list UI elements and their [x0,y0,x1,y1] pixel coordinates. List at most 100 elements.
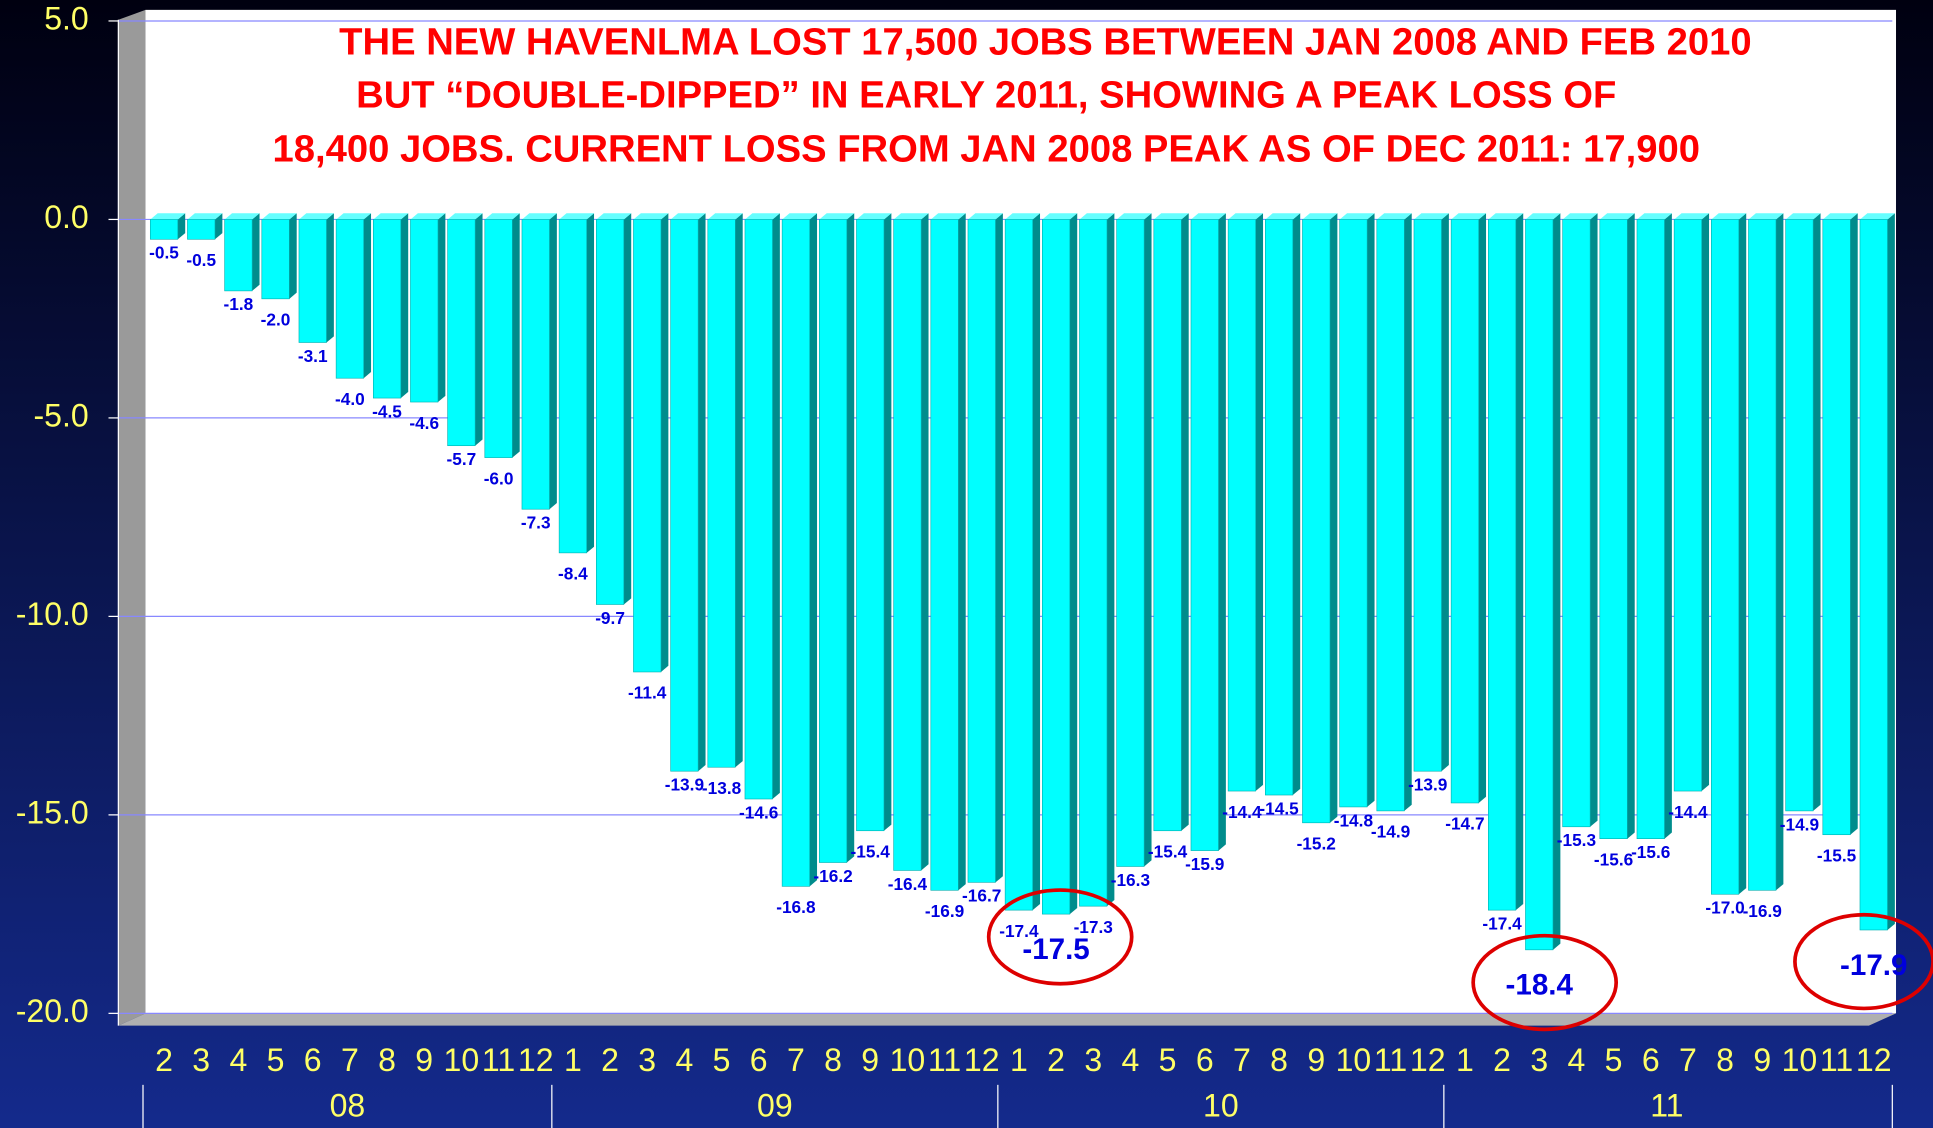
group-label: 11 [1650,1088,1683,1124]
bar [1525,219,1554,951]
value-label: -17.0 [1705,898,1744,918]
bar-side [1218,213,1226,851]
bar-side [809,213,818,887]
group-label: 08 [330,1088,366,1124]
x-tick-label: 11 [482,1042,515,1078]
value-label: -4.5 [372,401,402,421]
value-label: -2.0 [261,310,291,330]
value-label: -18.4 [1506,969,1574,1002]
bar-side [177,213,186,240]
highlight-circle [1471,933,1619,1032]
bar-top [1153,213,1189,220]
x-tick-label: 9 [861,1042,879,1078]
value-label: -15.9 [1185,854,1224,874]
x-tick-label: 8 [824,1042,842,1078]
bar [1339,219,1368,808]
x-tick-label: 5 [1605,1042,1623,1078]
bars [149,213,1895,951]
bar [1413,219,1442,772]
value-label: -15.3 [1557,830,1596,850]
value-label: -0.5 [149,243,179,263]
value-label: -14.8 [1334,810,1374,830]
bar [1302,219,1331,824]
value-label: -14.9 [1780,814,1819,834]
bar [447,219,476,447]
bar-top [1116,213,1152,220]
bar-side [1850,213,1858,835]
x-tick-label: 1 [564,1042,582,1078]
bar-top [1674,213,1710,220]
bar-side [1701,213,1710,792]
bar-side [735,213,743,768]
bar-top [1711,213,1747,220]
value-label: -3.1 [298,346,328,366]
x-tick-label: 9 [1753,1042,1771,1078]
value-label: -13.9 [1408,775,1447,795]
bar [818,219,848,863]
y-tick-label: -5.0 [34,397,89,433]
value-label: -7.3 [521,513,551,533]
bar-top [856,213,892,220]
bar-side [958,213,966,891]
x-tick-label: 12 [1410,1042,1446,1078]
value-label: -15.6 [1631,842,1670,862]
x-tick-label: 5 [713,1042,731,1078]
value-label: -6.0 [484,468,514,488]
bar [1004,219,1033,911]
bar-top [1748,213,1784,220]
x-tick-label: 5 [267,1042,285,1078]
bar-side [1404,213,1412,811]
bar-side [1069,213,1078,915]
bar [558,219,587,554]
bar-top [298,213,334,220]
bar-top [782,213,818,220]
bar [1488,219,1517,911]
bar [298,219,327,343]
bar-top [1785,213,1821,220]
bar [1153,219,1182,832]
bar-side [1813,213,1821,811]
bar-side [846,213,855,863]
bar-top [261,213,297,220]
bar [1450,219,1479,804]
x-tick-label: 10 [444,1042,480,1078]
x-tick-label: 6 [750,1042,768,1078]
value-label: -14.6 [739,802,778,822]
x-tick-label: 8 [1270,1042,1288,1078]
x-tick-label: 3 [1530,1042,1548,1078]
value-label: -17.3 [1074,917,1113,937]
value-label: -16.3 [1111,870,1150,890]
x-tick-label: 7 [341,1042,359,1078]
bar-side [995,213,1003,883]
bar [372,219,402,399]
value-label: -16.9 [925,901,964,921]
bar-top [1339,213,1375,220]
x-tick-label: 7 [1679,1042,1697,1078]
bar-top [373,213,409,220]
bar-top [1228,213,1264,220]
bar-top [447,213,483,220]
value-label: -1.8 [224,294,254,314]
bar-side [1738,213,1747,895]
title-line: THE NEW HAVENLMA LOST 17,500 JOBS BETWEE… [339,20,1751,63]
bar-top [893,213,929,220]
x-tick-label: 2 [1047,1042,1065,1078]
bar [1711,219,1740,895]
bar-side [1515,213,1524,911]
bar-top [1636,213,1672,220]
value-label: -8.4 [558,564,588,584]
bar [1785,219,1814,812]
bar [187,219,216,240]
bar-top [967,213,1003,220]
bar-top [336,213,372,220]
group-label: 09 [757,1088,793,1124]
y-tick-label: -20.0 [16,993,89,1029]
bar-top [410,213,446,220]
bar-side [623,213,632,605]
bar-side [1181,213,1189,831]
value-label: -16.7 [962,886,1001,906]
bar-top [1562,213,1598,220]
x-tick-label: 4 [229,1042,247,1078]
